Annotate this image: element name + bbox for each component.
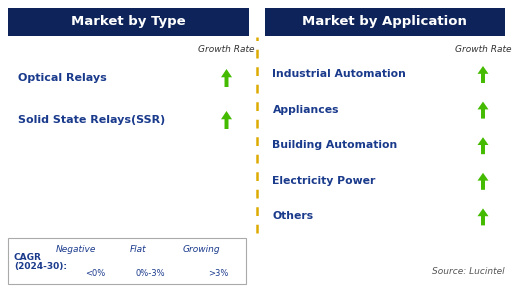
Text: Appliances: Appliances [272, 104, 339, 115]
FancyBboxPatch shape [8, 8, 248, 36]
Text: Market by Type: Market by Type [71, 15, 186, 29]
Polygon shape [478, 137, 488, 154]
Polygon shape [478, 208, 488, 226]
Text: (2024-30):: (2024-30): [14, 262, 67, 272]
Text: Source: Lucintel: Source: Lucintel [432, 267, 505, 276]
Polygon shape [478, 66, 488, 83]
Text: Growing: Growing [182, 244, 220, 253]
Text: Market by Application: Market by Application [302, 15, 467, 29]
Polygon shape [219, 259, 227, 275]
Polygon shape [124, 260, 146, 270]
FancyBboxPatch shape [8, 238, 246, 284]
Text: Solid State Relays(SSR): Solid State Relays(SSR) [18, 115, 165, 125]
Text: Negative: Negative [56, 244, 96, 253]
Text: Growth Rate: Growth Rate [198, 45, 255, 54]
Text: >3%: >3% [208, 269, 228, 278]
Text: CAGR: CAGR [14, 253, 42, 262]
Text: Optical Relays: Optical Relays [18, 73, 107, 83]
Text: Flat: Flat [130, 244, 146, 253]
Text: Electricity Power: Electricity Power [272, 176, 376, 186]
Text: Industrial Automation: Industrial Automation [272, 69, 406, 79]
Text: 0%-3%: 0%-3% [135, 269, 165, 278]
Text: Building Automation: Building Automation [272, 140, 398, 150]
FancyBboxPatch shape [265, 8, 505, 36]
Polygon shape [86, 258, 94, 274]
Polygon shape [221, 111, 232, 129]
Text: Others: Others [272, 211, 313, 221]
Polygon shape [478, 173, 488, 190]
Polygon shape [478, 102, 488, 119]
Text: <0%: <0% [85, 269, 105, 278]
Text: Growth Rate: Growth Rate [455, 45, 511, 54]
Polygon shape [221, 69, 232, 87]
